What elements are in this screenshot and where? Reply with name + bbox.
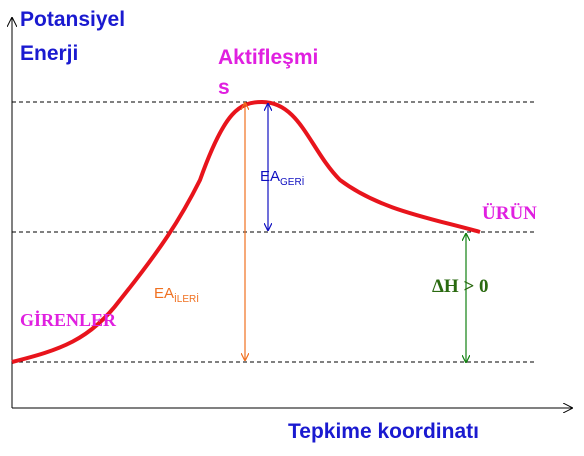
ea-main: EA [154, 285, 174, 302]
x-axis-label: Tepkime koordinatı [288, 420, 479, 443]
y-axis-label: Enerji [20, 42, 78, 65]
products-label: ÜRÜN [482, 203, 537, 224]
ea-sub: GERİ [280, 175, 304, 188]
energy-curve [11, 99, 481, 364]
ea-sub: İLERİ [174, 292, 199, 305]
enthalpy-label: ΔH > 0 [432, 276, 489, 297]
y-axis-label: Potansiyel [20, 8, 125, 31]
transition-label: s [218, 76, 230, 99]
ea-forward-label: EAİLERİ [154, 285, 199, 305]
ea-main: EA [260, 168, 280, 185]
transition-label: Aktifleşmi [218, 46, 318, 69]
ea-reverse-label: EAGERİ [260, 168, 304, 188]
reactants-label: GİRENLER [20, 310, 117, 330]
